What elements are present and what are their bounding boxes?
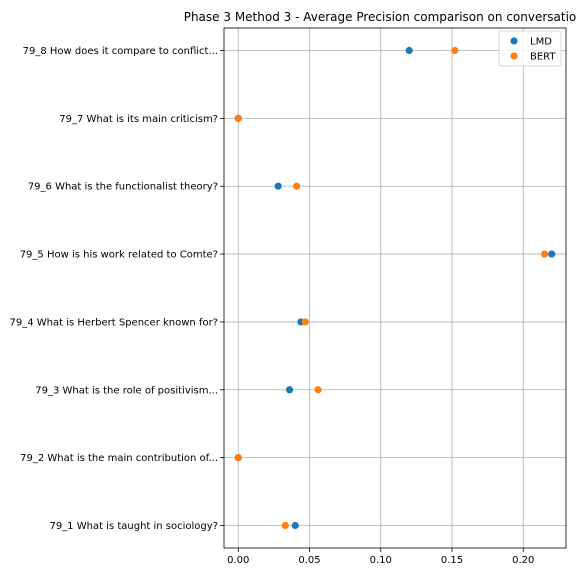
data-points (234, 46, 556, 530)
point-lmd-5 (548, 250, 556, 258)
x-tick-label: 0.20 (512, 555, 534, 566)
x-tick-label: 0.15 (441, 555, 463, 566)
point-bert-4 (301, 318, 309, 326)
y-tick-label: 79_7 What is its main criticism? (59, 114, 218, 125)
point-lmd-8 (405, 46, 413, 55)
legend-label-bert: BERT (530, 52, 556, 63)
point-bert-6 (293, 182, 301, 190)
y-tick-label: 79_2 What is the main contribution of... (20, 453, 218, 464)
y-tick-label: 79_8 How does it compare to conflict... (23, 46, 218, 57)
legend-marker-bert (510, 52, 518, 60)
x-axis: 0.00 0.05 0.10 0.15 0.20 (227, 548, 534, 566)
y-tick-label: 79_6 What is the functionalist theory? (28, 182, 218, 193)
x-tick-label: 0.00 (227, 555, 249, 566)
y-tick-label: 79_4 What is Herbert Spencer known for? (9, 317, 218, 328)
point-bert-8 (451, 46, 459, 55)
y-tick-label: 79_3 What is the role of positivism... (35, 385, 218, 396)
point-lmd-6 (274, 182, 282, 190)
y-tick-label: 79_5 How is his work related to Comte? (20, 250, 218, 261)
point-lmd-1 (291, 521, 299, 530)
grid (224, 28, 566, 548)
point-bert-5 (541, 250, 549, 258)
legend: LMD BERT (498, 30, 562, 67)
plot-area (223, 27, 567, 549)
legend-label-lmd: LMD (530, 37, 552, 48)
point-bert-1 (281, 521, 289, 530)
x-tick-label: 0.10 (370, 555, 392, 566)
legend-marker-lmd (510, 37, 518, 45)
point-bert-2 (234, 454, 242, 462)
chart-title: Phase 3 Method 3 - Average Precision com… (184, 10, 576, 24)
point-bert-3 (314, 386, 322, 394)
point-lmd-3 (285, 386, 294, 394)
y-axis: 79_1 What is taught in sociology? 79_2 Wh… (9, 46, 224, 532)
y-tick-label: 79_1 What is taught in sociology? (49, 521, 218, 532)
x-tick-label: 0.05 (298, 555, 320, 566)
point-bert-7 (234, 114, 242, 122)
